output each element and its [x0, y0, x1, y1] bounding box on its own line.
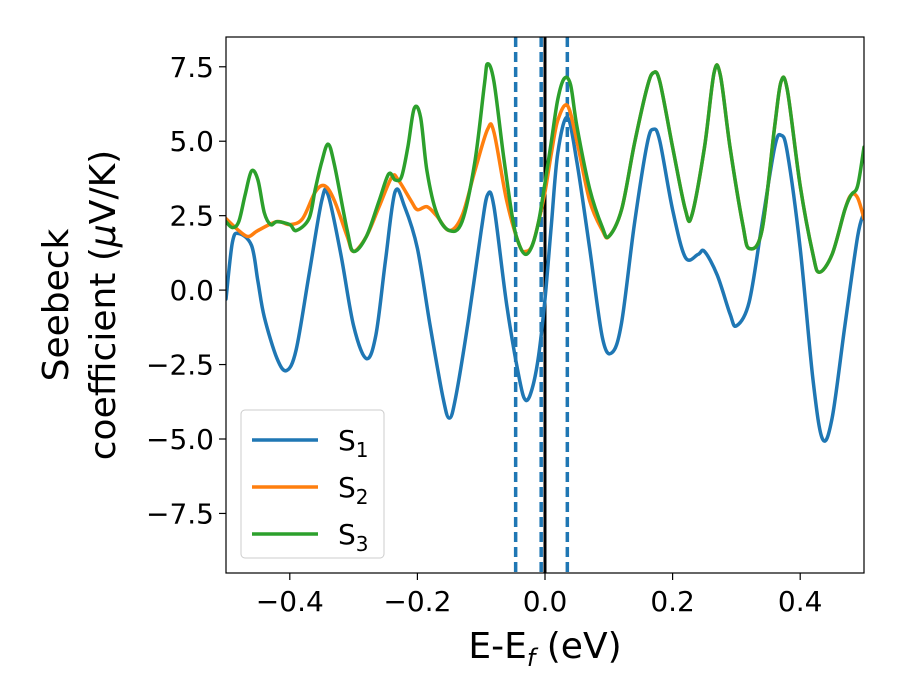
y-tick-label: −7.5	[146, 497, 214, 530]
x-tick-label: 0.4	[778, 585, 823, 618]
x-tick-label: 0.0	[523, 585, 568, 618]
y-axis-label-line1: Seebeck	[36, 228, 77, 381]
y-tick-label: 2.5	[169, 200, 214, 233]
legend-label-s1: S1	[338, 424, 369, 462]
y-axis-ticks: 7.5 5.0 2.5 0.0 −2.5 −5.0 −7.5	[146, 51, 226, 530]
x-axis-label: E-Ef (eV)	[468, 626, 621, 672]
x-tick-label: −0.4	[256, 585, 324, 618]
legend: S1 S2 S3	[240, 409, 385, 559]
x-tick-label: −0.2	[383, 585, 451, 618]
series-line-s3	[226, 62, 864, 274]
x-tick-label: 0.2	[650, 585, 695, 618]
x-axis-ticks: −0.4 −0.2 0.0 0.2 0.4	[256, 573, 823, 618]
y-tick-label: 7.5	[169, 51, 214, 84]
y-axis-label-line2: coefficient (μV/K)	[83, 150, 124, 460]
legend-label-s3: S3	[338, 518, 369, 556]
y-tick-label: 5.0	[169, 125, 214, 158]
series-lines	[226, 62, 864, 443]
y-axis-label: Seebeck coefficient (μV/K)	[36, 150, 124, 460]
y-tick-label: −5.0	[146, 423, 214, 456]
legend-label-s2: S2	[338, 471, 369, 509]
y-tick-label: 0.0	[169, 274, 214, 307]
legend-box	[240, 409, 385, 559]
y-tick-label: −2.5	[146, 349, 214, 382]
